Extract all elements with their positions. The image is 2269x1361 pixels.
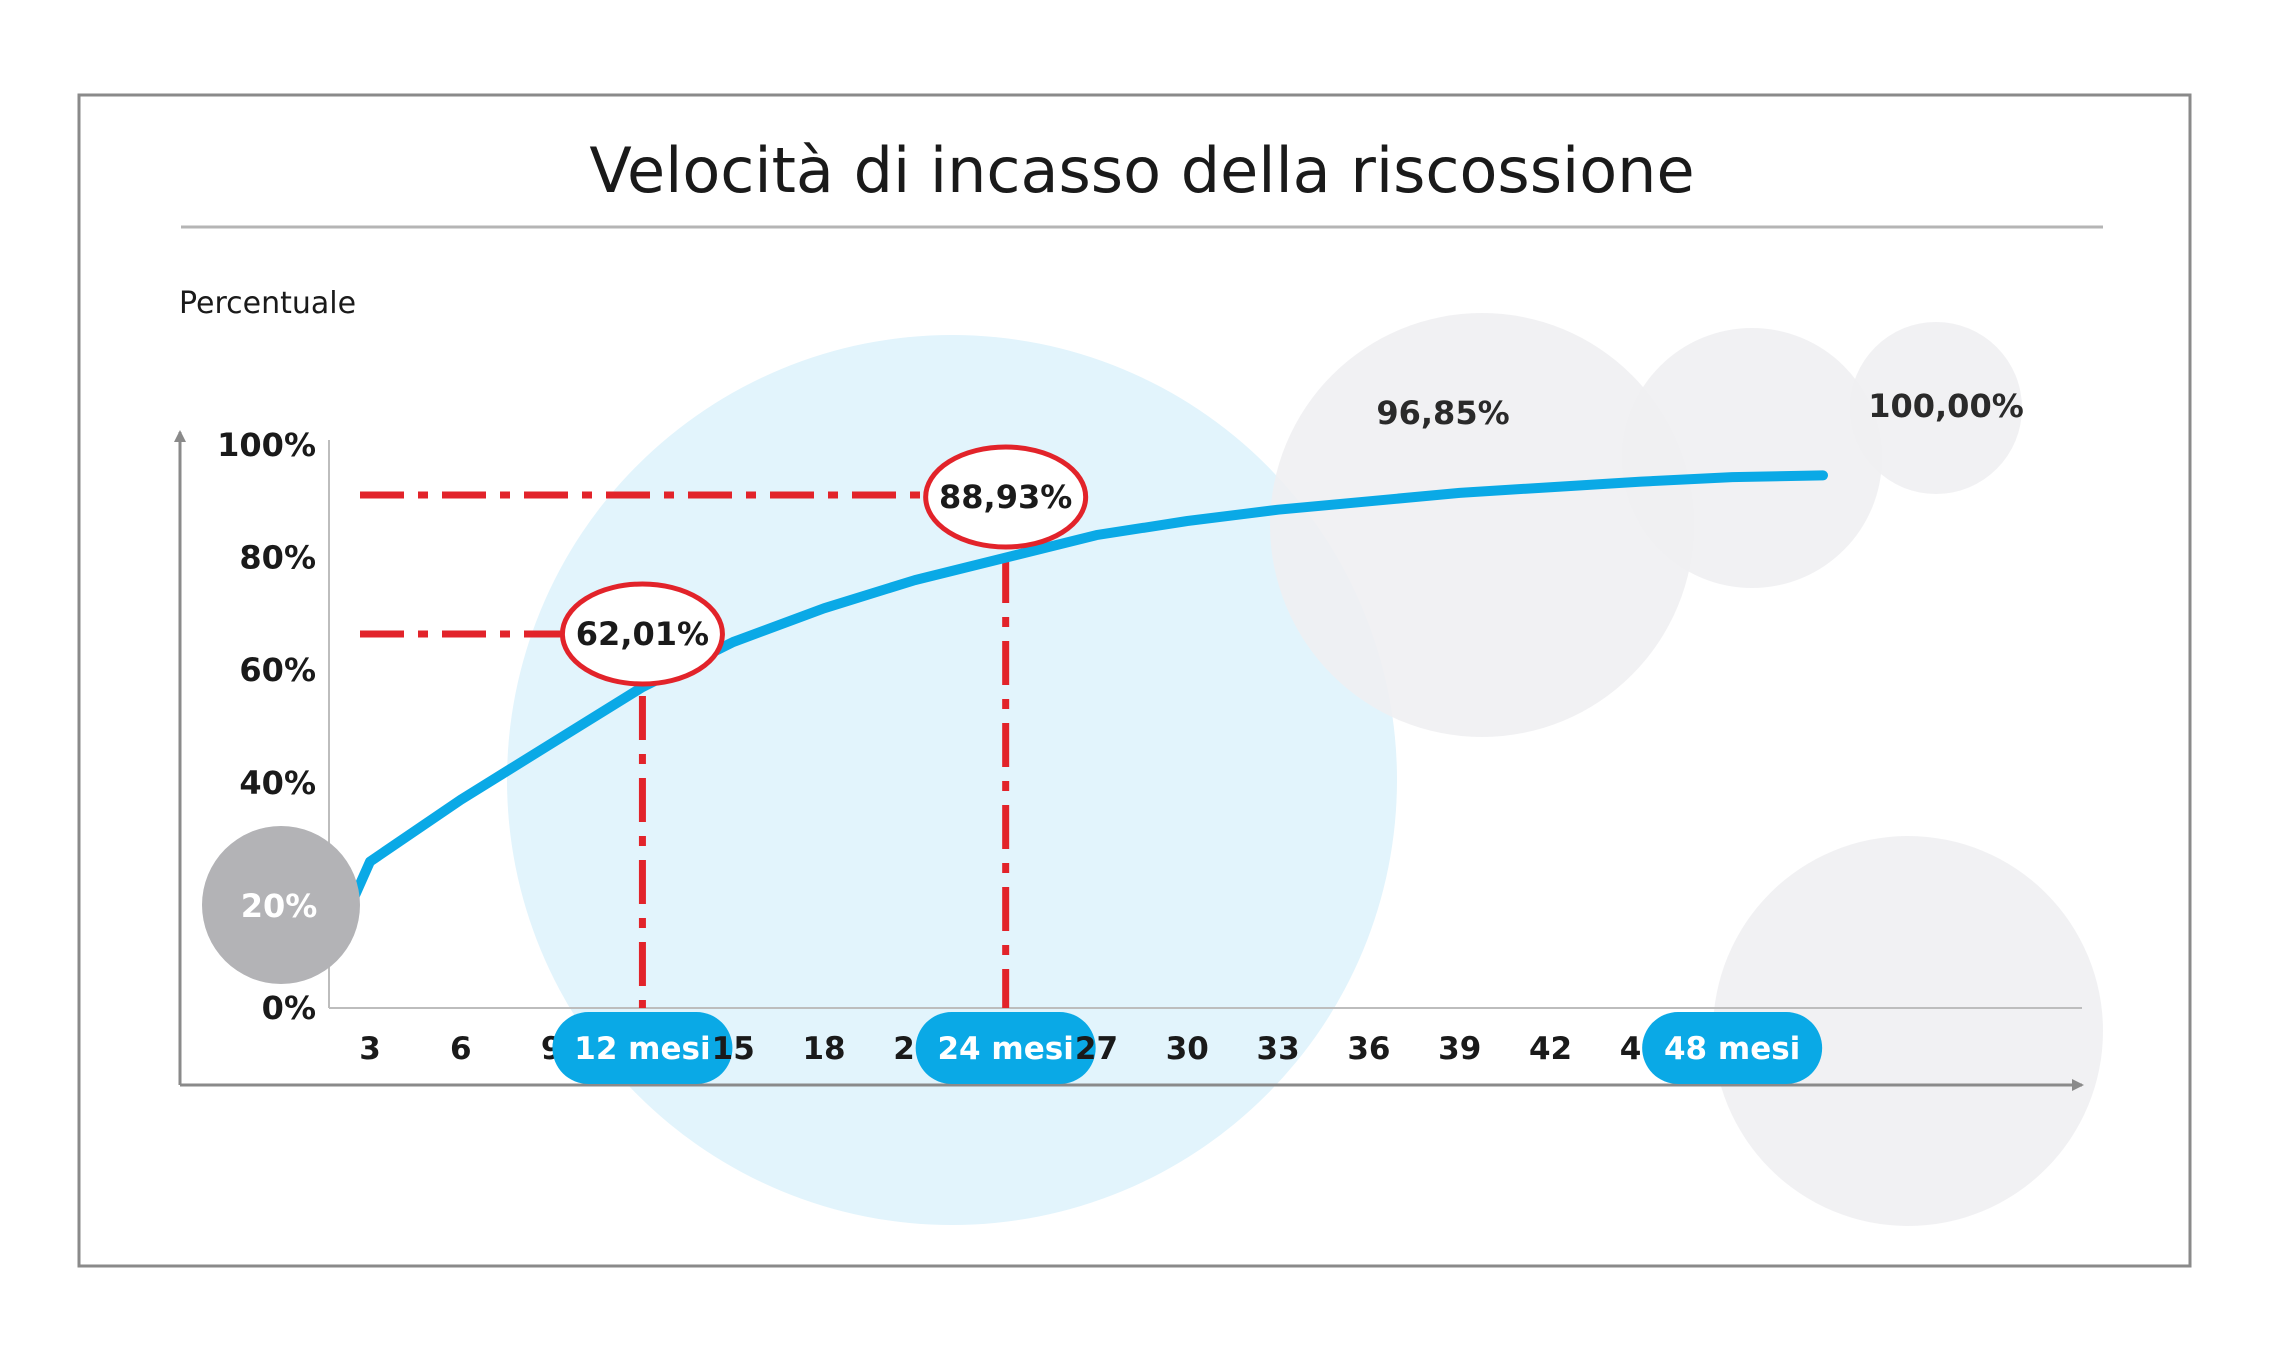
chart-title: Velocità di incasso della riscossione [589, 134, 1694, 207]
bubble-label: 96,85% [1376, 394, 1509, 432]
x-tick-pill [1642, 1012, 1823, 1084]
x-tick-label: 15 [712, 1031, 755, 1067]
bubble-label: 100,00% [1868, 387, 2024, 425]
start-label: 20% [241, 887, 318, 925]
x-tick-label: 42 [1529, 1031, 1572, 1067]
start-bubble [202, 826, 360, 984]
value-callout [559, 581, 725, 687]
decorative-bubble [1622, 328, 1882, 588]
x-tick-label: 39 [1438, 1031, 1481, 1067]
background-bubbles [507, 313, 2103, 1226]
x-tick-label: 30 [1166, 1031, 1209, 1067]
y-tick-label: 40% [239, 764, 316, 802]
x-tick-pill [915, 1012, 1096, 1084]
x-tick-label: 3 [359, 1031, 381, 1067]
y-tick-label: 60% [239, 651, 316, 689]
x-tick-label: 33 [1257, 1031, 1300, 1067]
x-tick-label: 48 mesi [1664, 1031, 1800, 1067]
x-tick-pill [552, 1012, 733, 1084]
reference-guides [360, 491, 1010, 1008]
series [350, 470, 1828, 901]
decorative-bubble [507, 335, 1397, 1225]
chart-frame [77, 93, 2192, 1268]
y-axis-label: Percentuale [179, 286, 356, 321]
x-tick-label: 27 [1075, 1031, 1118, 1067]
x-tick-label: 36 [1347, 1031, 1390, 1067]
decorative-bubble [1270, 313, 1694, 737]
x-tick-label: 6 [450, 1031, 472, 1067]
y-tick-label: 80% [239, 539, 316, 577]
decorative-bubble [1850, 322, 2022, 494]
callout-label: 62,01% [576, 615, 709, 653]
decorative-bubble [1713, 836, 2103, 1226]
x-tick-label: 12 mesi [574, 1031, 710, 1067]
value-callout [923, 444, 1089, 550]
collection-curve [350, 470, 1828, 901]
x-tick-label: 24 mesi [937, 1031, 1073, 1067]
y-tick-label: 0% [262, 989, 316, 1027]
y-tick-label: 100% [217, 426, 316, 464]
x-tick-label: 18 [802, 1031, 845, 1067]
callout-label: 88,93% [939, 478, 1072, 516]
